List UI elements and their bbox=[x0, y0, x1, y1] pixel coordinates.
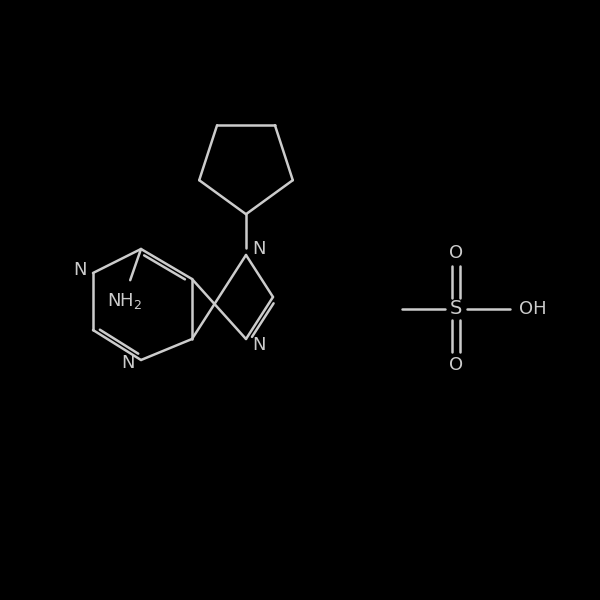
Text: N: N bbox=[121, 354, 134, 372]
Text: NH$_2$: NH$_2$ bbox=[107, 291, 142, 311]
Text: N: N bbox=[73, 261, 86, 279]
Text: O: O bbox=[449, 244, 463, 262]
Text: S: S bbox=[450, 299, 462, 319]
Text: N: N bbox=[253, 336, 266, 354]
Text: O: O bbox=[449, 356, 463, 374]
Text: OH: OH bbox=[519, 300, 547, 318]
Text: N: N bbox=[253, 240, 266, 258]
